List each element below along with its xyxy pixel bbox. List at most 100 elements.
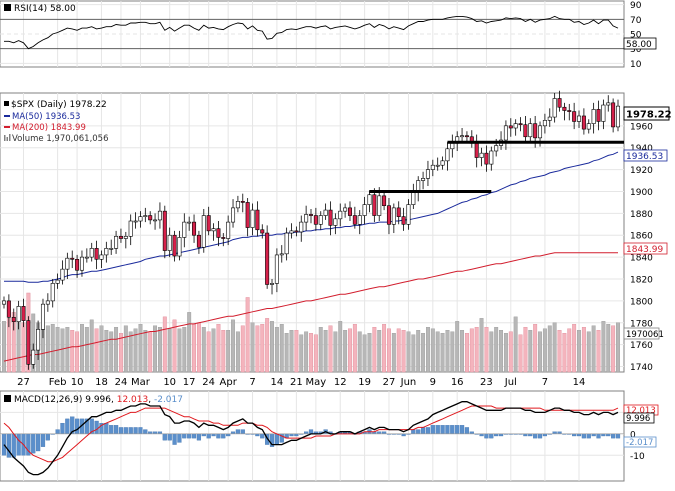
candle-body [289, 230, 294, 234]
candle-body [21, 306, 26, 321]
volume-bar [31, 313, 36, 373]
volume-bar [211, 328, 216, 373]
candle-body [128, 220, 133, 237]
volume-bar [396, 328, 401, 373]
macd-legend: MACD(12,26,9) 9.996, 12.013, -2.017 [4, 395, 183, 405]
volume-bar [50, 324, 55, 373]
volume-bar [274, 327, 279, 373]
macd-histogram-bar [123, 427, 128, 435]
candle-body [611, 102, 616, 128]
volume-bar [513, 316, 518, 373]
volume-bar [133, 328, 138, 373]
volume-bar [65, 327, 70, 373]
macd-histogram-bar [74, 418, 80, 435]
volume-bar [445, 330, 450, 373]
candle-body [16, 306, 21, 322]
volume-bar [235, 331, 240, 373]
candle-body [187, 221, 192, 224]
hist-tag-box [623, 436, 657, 448]
macd-histogram-bar [60, 422, 65, 435]
macd-histogram-bar [401, 433, 406, 437]
rsi-value-tag: 58.00 [626, 40, 652, 50]
volume-bar [562, 333, 567, 373]
volume-bar [162, 316, 167, 373]
volume-bar [45, 325, 50, 373]
candle-body [596, 109, 601, 122]
candle-body [474, 143, 479, 158]
macd-histogram-bar [440, 425, 445, 435]
ma50-line [4, 151, 619, 283]
macd-histogram-bar [216, 433, 221, 439]
macd-value: 9.996 [85, 395, 111, 405]
volume-bar [499, 330, 504, 373]
candle-body [274, 254, 279, 284]
macd-histogram-bar [581, 433, 586, 439]
candle-body [503, 125, 508, 141]
macd-histogram-bar [240, 429, 245, 435]
candle-body [31, 349, 36, 365]
price-y-tick-label: 1780 [630, 319, 653, 329]
macd-histogram-bar [65, 418, 70, 435]
candle-body [396, 207, 401, 217]
candle-body [343, 207, 348, 212]
candle-body [206, 215, 211, 232]
ma200-label: MA(200) 1843.99 [12, 123, 86, 133]
candle-body [430, 164, 435, 170]
macd-histogram-bar [489, 433, 494, 439]
macd-histogram-bar [611, 433, 616, 439]
candle-body [216, 228, 221, 238]
candle-body [172, 234, 177, 257]
x-tick-label: 7 [542, 377, 548, 388]
macd-histogram-bar [552, 431, 557, 435]
volume-label: Volume 1,970,061,056 [12, 134, 109, 144]
price-title: $SPX (Daily) 1978.22 [11, 100, 107, 110]
macd-histogram-bar [16, 433, 21, 456]
candle-body [313, 215, 318, 225]
candle-body [11, 316, 16, 322]
candle-body [440, 160, 445, 166]
macd-histogram-bar [177, 433, 182, 443]
volume-legend-icon [4, 134, 11, 141]
candle-body [533, 123, 538, 139]
volume-bar [547, 325, 552, 373]
candle-body [104, 248, 109, 256]
candle-body [347, 207, 352, 216]
candle-body [567, 110, 572, 112]
x-tick-label: 27 [383, 377, 396, 388]
macd-histogram-bar [230, 431, 236, 435]
volume-bar [343, 330, 348, 373]
candle-body [416, 180, 421, 192]
candle-body [109, 248, 114, 250]
candle-body [606, 102, 611, 106]
volume-bar [416, 330, 421, 373]
volume-tag-box [623, 327, 660, 340]
candle-body [99, 254, 104, 260]
rsi-tick-label: 30 [630, 45, 642, 55]
rsi-legend: RSI(14) 58.00 [4, 4, 76, 14]
volume-bar [187, 312, 192, 373]
macd-histogram-bar [162, 433, 167, 441]
macd-histogram-bar [152, 431, 158, 435]
candle-body [26, 320, 31, 365]
volume-bar [279, 324, 284, 373]
price-y-tick-label: 1960 [630, 122, 653, 132]
volume-bar [352, 324, 357, 373]
volume-bar [143, 330, 148, 373]
candle-body [231, 207, 236, 223]
candle-body [479, 152, 484, 158]
volume-bar [289, 330, 294, 373]
candle-body [464, 135, 469, 138]
macd-histogram-bar [226, 433, 231, 437]
candle-body [162, 210, 167, 251]
candle-body [94, 248, 99, 260]
volume-bar [430, 328, 435, 373]
volume-bar [270, 321, 274, 373]
price-tag-box [623, 106, 670, 121]
candle-body [304, 214, 309, 223]
candle-body [591, 109, 596, 124]
ma200-line [3, 252, 618, 362]
volume-bar [567, 328, 572, 373]
volume-bar [411, 334, 416, 373]
candle-body [226, 221, 231, 239]
candle-body [562, 106, 567, 111]
